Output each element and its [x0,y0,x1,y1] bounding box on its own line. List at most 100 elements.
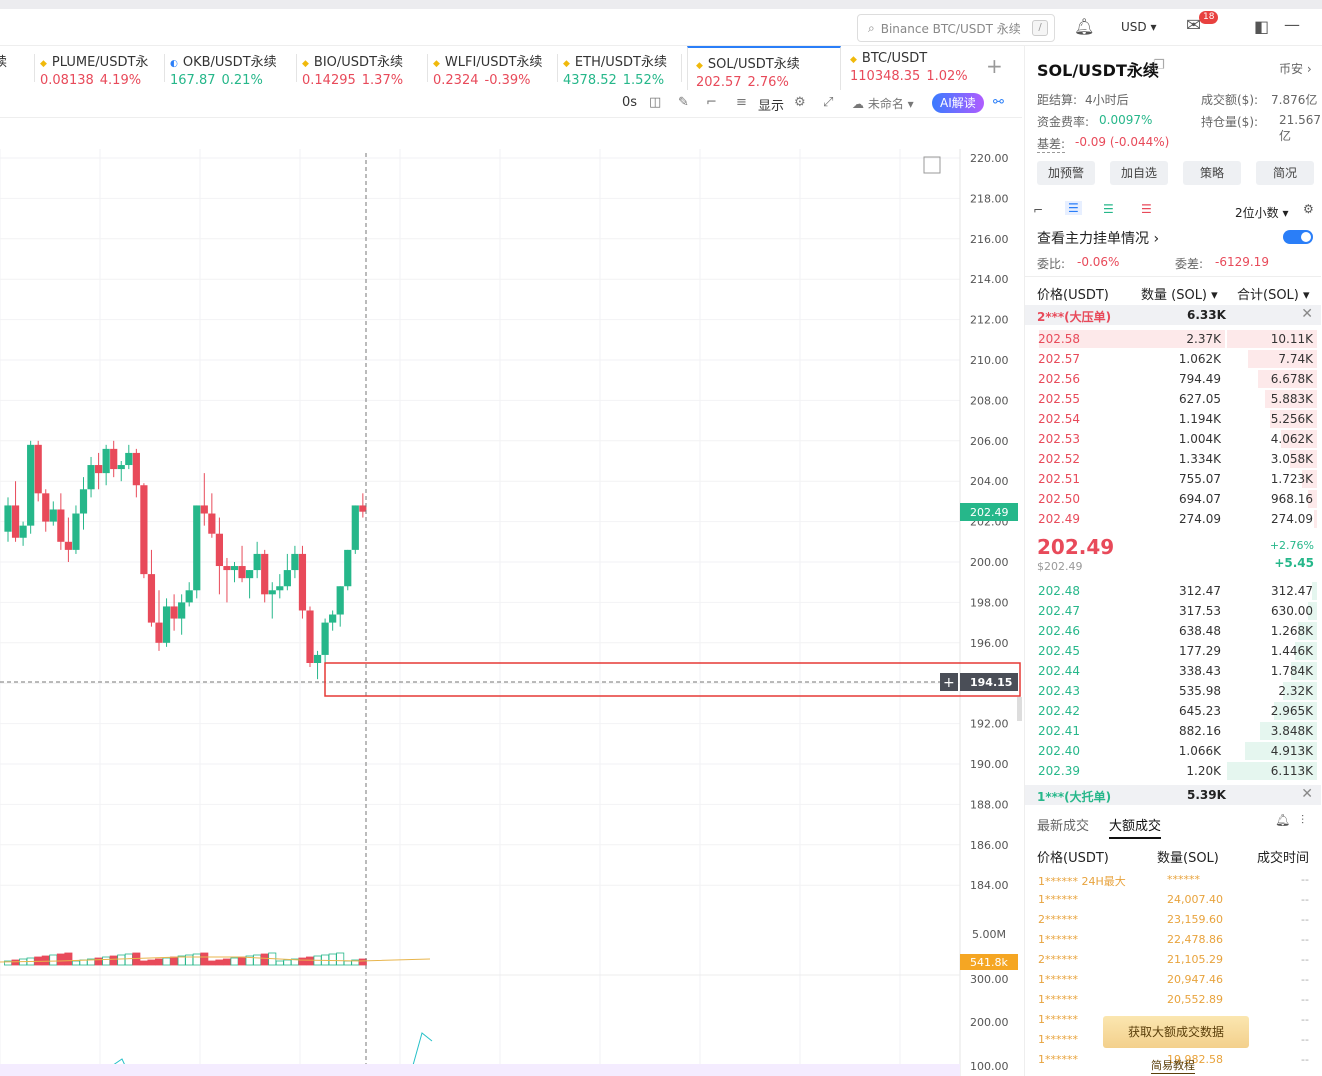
candle-body [253,553,261,571]
ob-header-qty[interactable]: 数量 (SOL) ▾ [1141,288,1218,303]
candle-body [155,622,163,643]
interval-countdown[interactable]: 0s [622,95,638,110]
volume-bar [56,953,65,966]
decimals-select[interactable]: 2位小数 ▾ [1235,206,1289,220]
overview-button[interactable]: 简况 [1256,161,1314,185]
price-chart[interactable]: 220.00 218.00 216.00 214.00 212.00 210.00 208.… [0,119,1022,1076]
depth-toggle[interactable] [1283,230,1313,244]
ask-row[interactable]: 202.55 627.05 5.883K [1025,389,1321,409]
trade-time: -- [1301,973,1309,986]
ob-header-total[interactable]: 合计(SOL) ▾ [1237,288,1310,303]
axis-scroll-handle[interactable] [1017,697,1022,721]
bid-row[interactable]: 202.39 1.20K 6.113K [1025,761,1321,781]
layout-icon[interactable]: ◧ [1254,17,1270,36]
ask-row[interactable]: 202.58 2.37K 10.11K [1025,329,1321,349]
depth-link[interactable]: 查看主力挂单情况 › [1037,231,1160,247]
funding-value: 0.0097% [1099,113,1153,127]
ask-qty: 274.09 [1179,512,1221,526]
expand-icon[interactable]: ⌐ [1033,203,1044,217]
add-tab-button[interactable]: + [986,54,1003,78]
binance-logo-icon: ◆ [563,59,570,69]
close-icon[interactable]: ✕ [1301,786,1313,802]
volume-bar [305,956,314,966]
bid-row[interactable]: 202.40 1.066K 4.913K [1025,741,1321,761]
bell-icon[interactable]: 🔔︎ [1074,17,1095,36]
tab-7[interactable]: ◆ BTC/USDT 110348.35 1.02% [850,46,980,90]
mail-icon[interactable]: ✉ [1186,15,1202,36]
candle-body [132,452,140,486]
ask-row[interactable]: 202.50 694.07 968.16 [1025,489,1321,509]
trade-row: 1****** -- [1025,1009,1321,1029]
tab-price-value: 0.08138 [40,73,94,88]
bid-row[interactable]: 202.44 338.43 1.784K [1025,661,1321,681]
tutorial-link[interactable]: 简易教程 [1151,1059,1195,1074]
bid-row[interactable]: 202.48 312.47 312.47 [1025,581,1321,601]
ask-row[interactable]: 202.49 274.09 274.09 [1025,509,1321,529]
bid-row[interactable]: 202.46 638.48 1.268K [1025,621,1321,641]
tab-3[interactable]: ◆ BIO/USDT永续 0.14295 1.37% [302,46,427,90]
ai-button[interactable]: AI解读 [932,93,984,113]
bids-only-icon[interactable]: ☰ [1103,202,1114,216]
bid-row[interactable]: 202.43 535.98 2.32K [1025,681,1321,701]
draw-icon[interactable]: ✎ [678,95,689,110]
cloud-layout[interactable]: ☁ 未命名 ▾ [852,97,914,111]
copy-icon[interactable]: ❐ [1153,58,1165,73]
tab-5[interactable]: ◆ ETH/USDT永续 4378.52 1.52% [563,46,688,90]
tab-latest-trades[interactable]: 最新成交 [1037,819,1090,834]
strategy-button[interactable]: 策略 [1183,161,1241,185]
close-icon[interactable]: ✕ [1301,306,1313,322]
bid-row[interactable]: 202.45 177.29 1.446K [1025,641,1321,661]
watchlist-button[interactable]: 加自选 [1110,161,1168,185]
tab-large-trades[interactable]: 大额成交 [1109,815,1162,839]
search-input[interactable]: ⌕ Binance BTC/USDT 永续 / [857,14,1055,42]
ask-row[interactable]: 202.51 755.07 1.723K [1025,469,1321,489]
chart-icon[interactable]: ⫶ [1301,813,1305,827]
mail-badge: 18 [1199,11,1219,24]
big-bid-label: 1***(大托单) [1037,790,1112,804]
bid-row[interactable]: 202.41 882.16 3.848K [1025,721,1321,741]
fullscreen-icon[interactable]: ⤢ [823,95,834,110]
display-button[interactable]: 显示 [758,99,785,114]
tab-4[interactable]: ◆ WLFI/USDT永续 0.2324 -0.39% [433,46,558,90]
tab-1[interactable]: ◆ PLUME/USDT永 0.08138 4.19% [40,46,160,90]
bid-price: 202.44 [1038,664,1080,678]
crop-icon[interactable]: ⌐ [706,95,717,110]
bid-total: 1.446K [1270,644,1313,658]
bid-row[interactable]: 202.47 317.53 630.00 [1025,601,1321,621]
asks-only-icon[interactable]: ☰ [1141,202,1152,216]
binance-logo-icon: ◆ [433,59,440,69]
currency-select[interactable]: USD ▾ [1121,20,1157,34]
tab-2[interactable]: ◐ OKB/USDT永续 167.87 0.21% [170,46,295,90]
alert-button[interactable]: 加预警 [1037,161,1095,185]
gear-icon[interactable]: ⚙ [1303,202,1314,216]
list-icon[interactable]: ≡ [736,95,747,110]
share-icon[interactable]: ⚯ [993,95,1004,110]
trade-time: -- [1301,913,1309,926]
chart-maximize-icon[interactable] [923,156,941,174]
trade-row: 2****** 21,105.29 -- [1025,949,1321,969]
settings-icon[interactable]: ⚙ [794,95,806,110]
tab-price-change: 1.02% [926,69,968,84]
ask-row[interactable]: 202.57 1.062K 7.74K [1025,349,1321,369]
both-sides-icon[interactable]: ☰ [1065,201,1082,215]
bell-icon[interactable]: 🔔︎ [1275,813,1291,827]
tab-6[interactable]: ◆ SOL/USDT永续 202.57 2.76% [687,46,841,90]
volume-bar [102,956,111,966]
crosshair-plus-button[interactable] [940,673,958,691]
highlight-box [324,662,1021,697]
minimize-icon[interactable]: — [1284,15,1300,34]
tab-0[interactable]: 续 [0,46,24,90]
ask-row[interactable]: 202.54 1.194K 5.256K [1025,409,1321,429]
ask-row[interactable]: 202.53 1.004K 4.062K [1025,429,1321,449]
tab-price: 0.14295 1.37% [302,73,427,88]
camera-icon[interactable]: ◫ [649,95,662,110]
candle-body [49,509,57,522]
volume-bar [71,960,80,966]
fetch-large-trades-button[interactable]: 获取大额成交数据 [1103,1016,1249,1048]
ask-row[interactable]: 202.56 794.49 6.678K [1025,369,1321,389]
ask-price: 202.52 [1038,452,1080,466]
trade-time: -- [1301,953,1309,966]
bid-row[interactable]: 202.42 645.23 2.965K [1025,701,1321,721]
exchange-link[interactable]: 币安 › [1279,62,1312,76]
ask-row[interactable]: 202.52 1.334K 3.058K [1025,449,1321,469]
